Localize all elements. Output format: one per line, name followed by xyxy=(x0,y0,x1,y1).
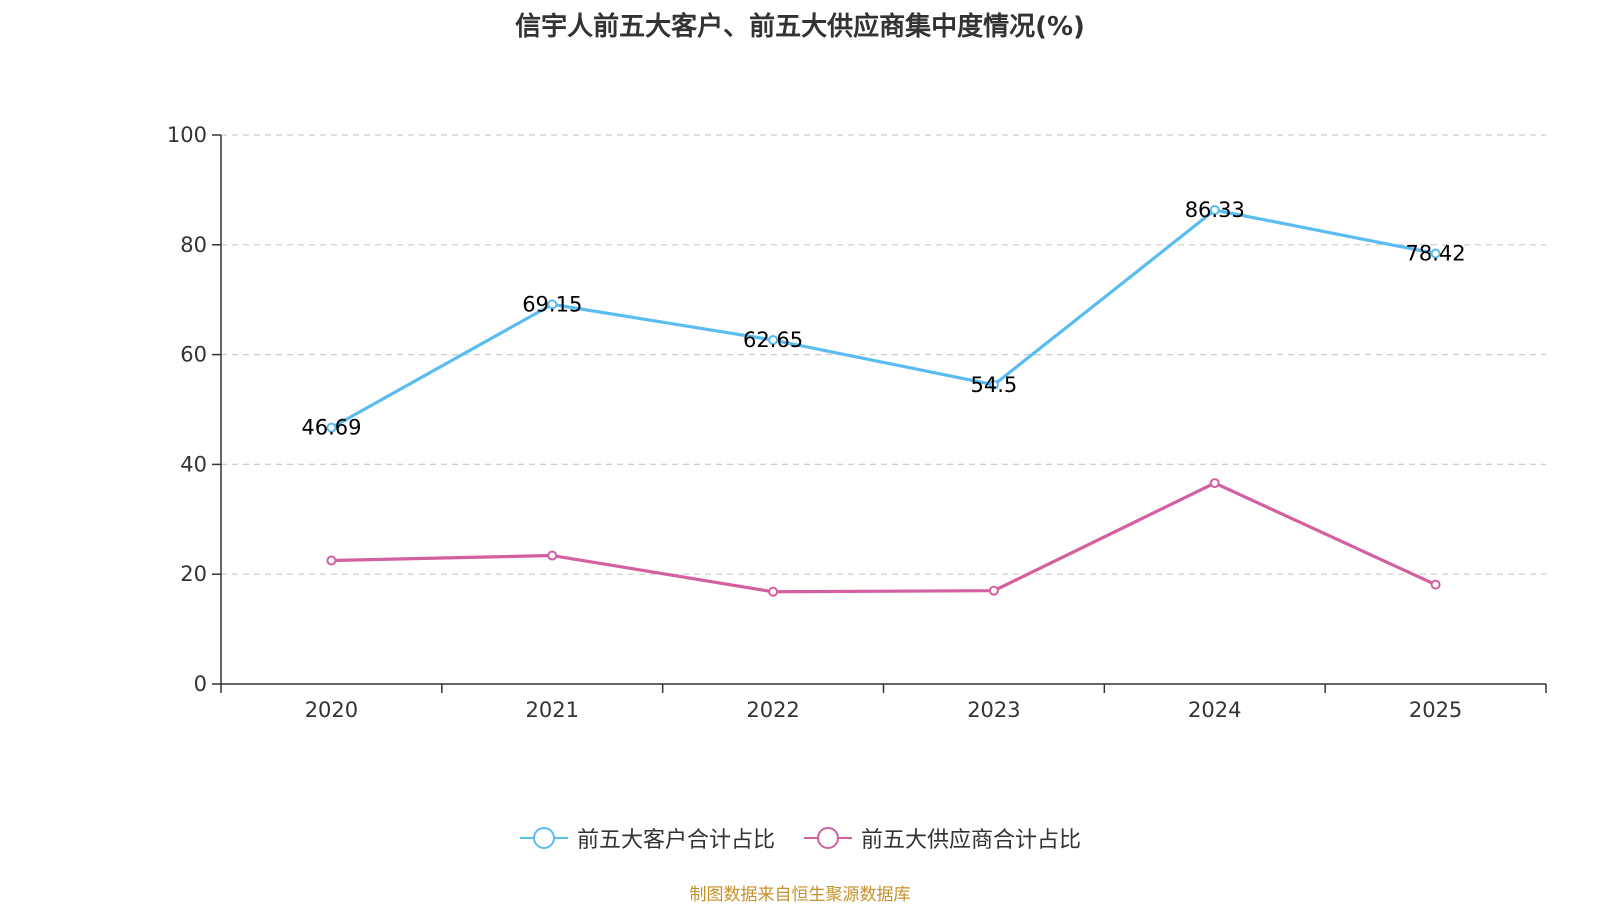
data-label: 69.15 xyxy=(522,292,582,316)
y-tick-label: 80 xyxy=(180,233,207,257)
gridlines xyxy=(221,134,1546,575)
data-label: 86.33 xyxy=(1185,198,1245,222)
series-1-point-4[interactable] xyxy=(1209,478,1220,489)
x-tick-label: 2020 xyxy=(305,698,358,722)
data-label: 62.65 xyxy=(743,328,803,352)
data-label: 54.5 xyxy=(971,373,1018,397)
x-tick-label: 2025 xyxy=(1409,698,1462,722)
data-labels: 46.69 69.15 62.65 54.5 86.33 78.42 xyxy=(301,198,1465,440)
series-0-point-5[interactable] xyxy=(1430,248,1441,259)
legend-swatch-icon xyxy=(804,827,852,849)
series-line-1 xyxy=(331,481,1437,594)
series-1-point-2[interactable] xyxy=(768,586,779,597)
legend-item-0[interactable]: 前五大客户合计占比 xyxy=(519,822,775,854)
y-tick-label: 100 xyxy=(167,123,207,147)
legend: 前五大客户合计占比 前五大供应商合计占比 xyxy=(0,822,1600,854)
y-tick-label: 40 xyxy=(180,452,207,476)
legend-swatch-icon xyxy=(519,827,568,849)
x-tick-label: 2023 xyxy=(967,698,1020,722)
chart-title: 信宇人前五大客户、前五大供应商集中度情况(%) xyxy=(515,12,1085,42)
x-tick-label: 2022 xyxy=(746,698,799,722)
x-tick-label: 2024 xyxy=(1188,698,1241,722)
y-tick-label: 20 xyxy=(180,562,207,586)
y-tick-label: 0 xyxy=(194,672,207,696)
axes: 0 20 40 60 80 100 2020 2021 2022 2023 2024 2025 xyxy=(167,123,1547,722)
series-0-point-2[interactable] xyxy=(768,335,779,346)
legend-label: 前五大供应商合计占比 xyxy=(861,828,1082,853)
source-note: 制图数据来自恒生聚源数据库 xyxy=(689,885,911,905)
data-label: 46.69 xyxy=(301,416,361,440)
legend-label: 前五大客户合计占比 xyxy=(576,828,775,853)
series-1-point-5[interactable] xyxy=(1430,579,1441,590)
series-line-0 xyxy=(330,208,1436,430)
series-lines xyxy=(326,205,1441,597)
series-0-point-3[interactable] xyxy=(988,379,999,390)
series-0-point-4[interactable] xyxy=(1209,205,1220,216)
series-1-point-1[interactable] xyxy=(547,550,558,561)
data-label: 78.42 xyxy=(1406,241,1466,265)
series-1-point-3[interactable] xyxy=(988,585,999,596)
legend-item-1[interactable]: 前五大供应商合计占比 xyxy=(803,822,1081,854)
series-0-point-0[interactable] xyxy=(326,422,337,433)
series-0-point-1[interactable] xyxy=(547,299,558,310)
series-1-point-0[interactable] xyxy=(326,555,337,566)
y-tick-label: 60 xyxy=(180,343,207,367)
x-tick-label: 2021 xyxy=(526,698,579,722)
